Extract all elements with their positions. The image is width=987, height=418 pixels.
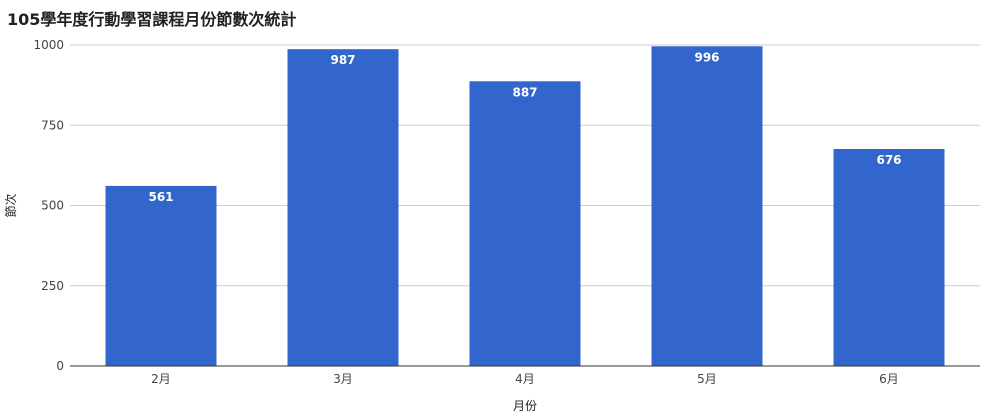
y-tick-label: 0 — [56, 359, 64, 373]
x-tick-label: 4月 — [515, 372, 535, 386]
bar — [469, 81, 581, 366]
y-tick-label: 500 — [41, 199, 64, 213]
bar — [651, 46, 763, 367]
data-label: 676 — [876, 153, 901, 167]
x-tick-label: 5月 — [697, 372, 717, 386]
data-label: 561 — [148, 190, 173, 204]
y-tick-label: 250 — [41, 279, 64, 293]
x-tick-label: 6月 — [879, 372, 899, 386]
x-tick-label: 3月 — [333, 372, 353, 386]
bar — [105, 185, 217, 366]
y-axis-title: 節次 — [3, 193, 18, 217]
bar — [833, 149, 945, 366]
y-tick-label: 750 — [41, 118, 64, 132]
x-axis-title: 月份 — [513, 399, 537, 413]
x-tick-label: 2月 — [151, 372, 171, 386]
data-label: 887 — [512, 85, 537, 99]
data-label: 996 — [694, 50, 719, 64]
data-label: 987 — [330, 53, 355, 67]
y-tick-label: 1000 — [33, 38, 64, 52]
bar — [287, 49, 399, 366]
chart-title: 105學年度行動學習課程月份節數次統計 — [7, 10, 297, 29]
